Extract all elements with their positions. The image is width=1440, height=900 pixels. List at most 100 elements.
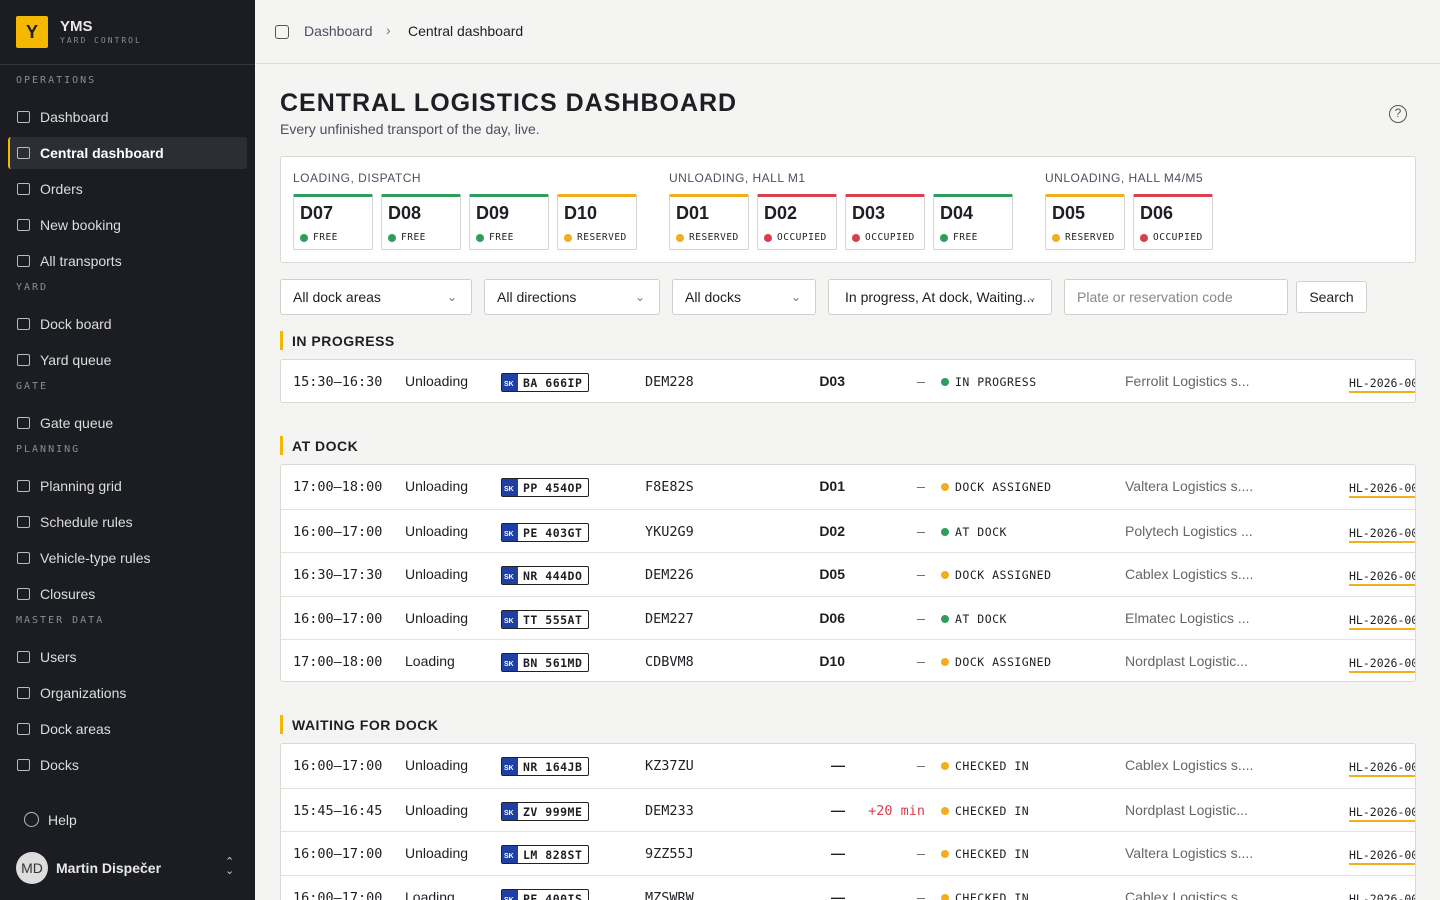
time-window: 16:00–17:00 [293,889,383,900]
reference[interactable]: HL-2026-00 [1349,376,1415,393]
reference[interactable]: HL-2026-00 [1349,569,1415,587]
transport-row[interactable]: 15:45–16:45 Unloading SK ZV 999ME DEM233 — +20… [281,787,1415,831]
transport-row[interactable]: 16:00–17:00 Unloading SK TT 555AT DEM227 D06 —… [281,595,1415,639]
nav-icon [17,417,30,429]
sidebar-toggle[interactable] [275,25,289,39]
nav-item[interactable]: Docks [40,757,79,773]
reference[interactable]: HL-2026-00 [1349,526,1415,543]
dock-name: D10 [564,203,598,223]
dock-area-select[interactable]: All dock areas ⌄ [280,279,472,315]
breadcrumb-link[interactable]: Dashboard [304,23,373,39]
reference[interactable]: HL-2026-00 [1349,760,1415,778]
dock: — [831,888,845,900]
dock-tile[interactable]: D06 OCCUPIED [1133,194,1213,250]
nav-item[interactable]: Users [40,649,77,665]
transport-row[interactable]: 16:30–17:30 Unloading SK NR 444DO DEM226 D05 —… [281,552,1415,595]
reference[interactable]: HL-2026-00 [1349,613,1415,630]
nav-icon [17,255,30,267]
search-button[interactable]: Search [1296,281,1367,313]
dock-status: OCCUPIED [777,232,827,243]
dock-tile[interactable]: D04 FREE [933,194,1013,250]
transport-row[interactable]: 16:00–17:00 Unloading SK NR 164JB KZ37ZU — — CH… [281,744,1415,787]
dock-tile[interactable]: D03 OCCUPIED [845,194,925,250]
reference[interactable]: HL-2026-00 [1349,656,1415,673]
time-window: 16:00–17:00 [293,758,383,775]
nav-item[interactable]: Gate queue [40,415,114,431]
status-dot [676,234,684,242]
reference[interactable]: HL-2026-00 [1349,892,1415,900]
transport-row[interactable]: 17:00–18:00 Unloading SK PP 454OP F8E82S D01 —… [281,465,1415,508]
nav-item[interactable]: Organizations [40,685,127,701]
docks-select[interactable]: All docks ⌄ [672,279,816,315]
user-name[interactable]: Martin Dispečer [56,860,162,876]
dock-tile[interactable]: D01 RESERVED [669,194,749,250]
nav-item[interactable]: Closures [40,586,96,602]
dock: D01 [819,478,845,495]
plate-country: SK [504,617,514,625]
nav-item[interactable]: Yard queue [40,352,112,368]
status-dot [941,893,949,900]
select-value: All dock areas [293,289,381,305]
active-bg [8,137,247,169]
status-dot [941,806,949,815]
section-title: WAITING FOR DOCK [292,717,439,734]
reference[interactable]: HL-2026-00 [1349,481,1415,499]
help-button[interactable]: ? [1389,105,1407,123]
chevron: ⌄ [446,290,457,304]
plate-flag [502,889,518,900]
reference[interactable]: HL-2026-00 [1349,848,1415,866]
status: DOCK ASSIGNED [955,654,1052,669]
dock-tile[interactable]: D02 OCCUPIED [757,194,837,250]
nav-icon [17,219,30,231]
plate-number: NR 444DO [523,569,583,584]
nav-item[interactable]: New booking [40,217,121,233]
delay: — [916,567,925,584]
nav-item[interactable]: Planning grid [40,478,122,494]
dock-tile[interactable]: D10 RESERVED [557,194,637,250]
nav-item[interactable]: Central dashboard [40,145,164,161]
nav-item[interactable]: All transports [40,253,122,269]
dock-tile[interactable]: D08 FREE [381,194,461,250]
section-card: 16:00–17:00 Unloading SK NR 164JB KZ37ZU — — CH… [280,743,1416,900]
nav-item[interactable]: Vehicle-type rules [40,550,151,566]
direction: Unloading [405,566,469,583]
dock: D06 [819,609,845,626]
plate-number: PE 403GT [523,525,583,540]
status-select[interactable]: In progress, At dock, Waiting... ⌄ [828,279,1052,315]
transport-row[interactable]: 16:00–17:00 Unloading SK PE 403GT YKU2G9 D02 —… [281,508,1415,552]
reference[interactable]: HL-2026-00 [1349,805,1415,822]
time-window: 16:00–17:00 [293,846,383,863]
dock-tile[interactable]: D09 FREE [469,194,549,250]
nav-item[interactable]: Schedule rules [40,514,133,530]
dock-status: FREE [401,232,426,243]
dock-tile[interactable]: D05 RESERVED [1045,194,1125,250]
avatar[interactable]: MD [16,852,48,884]
search-input[interactable]: Plate or reservation code [1064,279,1288,315]
nav-item[interactable]: Dock areas [40,721,111,737]
nav-icon [17,354,30,366]
status-dot [1052,234,1060,242]
user-menu-chevron[interactable]: ⌃ ⌄ [225,856,235,877]
time-window: 16:00–17:00 [293,610,383,627]
nav-item[interactable]: Orders [40,181,83,197]
dock-tile[interactable]: D07 FREE [293,194,373,250]
nav-item[interactable]: Dashboard [40,109,109,125]
section-title: IN PROGRESS [292,333,395,349]
reservation-code: KZ37ZU [645,758,694,775]
delay: — [916,479,925,496]
logo[interactable]: Y [16,16,48,48]
delay: — [916,610,925,627]
status: CHECKED IN [955,759,1030,774]
direction-select[interactable]: All directions ⌄ [484,279,660,315]
transport-row[interactable]: 16:00–17:00 Loading SK PE 400IS MZSWRW — — CHEC… [281,874,1415,900]
transport-row[interactable]: 17:00–18:00 Loading SK BN 561MD CDBVM8 D10 — DO… [281,638,1415,681]
reservation-code: DEM228 [645,374,694,390]
transport-row[interactable]: 16:00–17:00 Unloading SK LM 828ST 9ZZ55J — — CH… [281,831,1415,874]
direction: Unloading [405,757,469,774]
transport-row[interactable]: 15:30–16:30 Unloading SK BA 666IP DEM228 D03 —… [281,360,1415,402]
page-subtitle: Every unfinished transport of the day, l… [280,121,540,137]
nav-item[interactable]: Dock board [40,316,112,332]
dock-name: D02 [764,203,798,223]
help[interactable]: Help [48,812,77,828]
